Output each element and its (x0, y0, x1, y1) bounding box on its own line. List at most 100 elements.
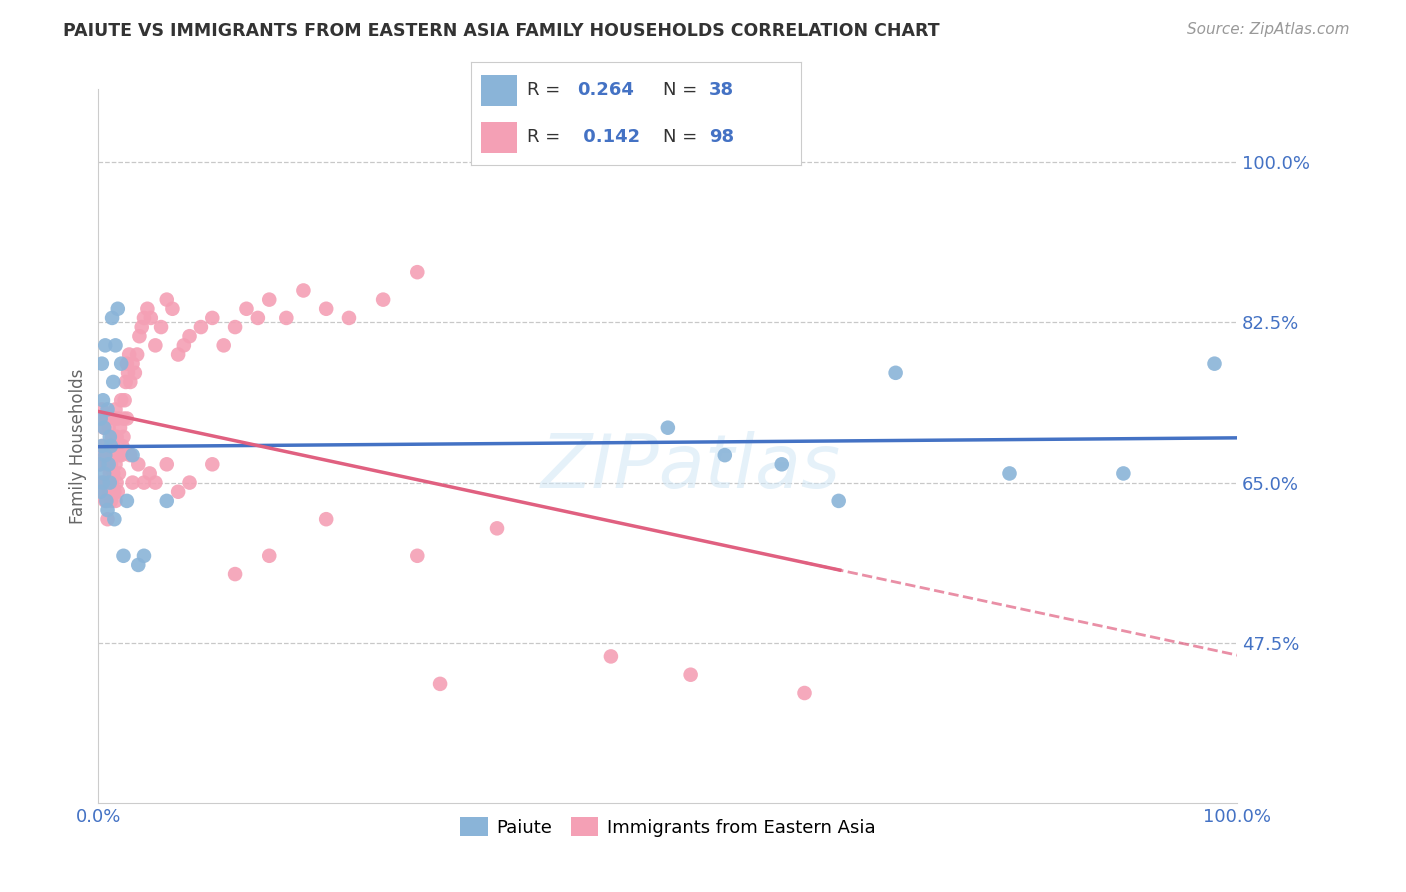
Point (100, 458, 122, 472)
Text: N =: N = (662, 128, 703, 146)
Point (94, 338, 117, 352)
Point (120, 448, 142, 462)
Point (89, 458, 111, 472)
Point (94, 494, 117, 508)
Point (156, 458, 179, 472)
Point (108, 448, 131, 462)
Text: N =: N = (662, 81, 703, 99)
Point (93, 420, 115, 434)
Point (714, 448, 737, 462)
Point (600, 649, 623, 664)
Point (91, 484, 114, 499)
Point (406, 265, 429, 279)
Point (110, 448, 132, 462)
Point (111, 439, 134, 453)
Point (124, 366, 146, 380)
Point (337, 310, 360, 325)
Point (127, 558, 149, 572)
Point (201, 310, 224, 325)
Point (138, 467, 160, 481)
Point (1204, 357, 1226, 371)
Point (96, 512, 118, 526)
Point (93, 475, 115, 490)
Point (101, 475, 124, 490)
Point (104, 458, 127, 472)
Point (100, 494, 122, 508)
Point (128, 329, 150, 343)
Point (98, 430, 121, 444)
Point (793, 686, 815, 700)
Text: Source: ZipAtlas.com: Source: ZipAtlas.com (1187, 22, 1350, 37)
Point (115, 494, 138, 508)
Point (118, 347, 141, 361)
Bar (481, 75, 517, 105)
Point (120, 375, 142, 389)
Point (90, 411, 112, 425)
Point (107, 484, 129, 499)
Point (201, 458, 224, 472)
Point (315, 301, 337, 316)
Point (107, 411, 129, 425)
Text: 38: 38 (709, 81, 734, 99)
Point (406, 549, 429, 563)
Point (162, 301, 184, 316)
Point (486, 521, 509, 535)
Point (292, 284, 315, 298)
Point (96, 458, 118, 472)
Point (103, 411, 125, 425)
Point (115, 411, 138, 425)
Text: PAIUTE VS IMMIGRANTS FROM EASTERN ASIA FAMILY HOUSEHOLDS CORRELATION CHART: PAIUTE VS IMMIGRANTS FROM EASTERN ASIA F… (63, 22, 939, 40)
Point (108, 467, 131, 481)
Point (96, 411, 118, 425)
Point (112, 430, 135, 444)
Point (97, 484, 120, 499)
Point (104, 338, 127, 352)
Point (150, 320, 173, 334)
Point (110, 393, 132, 408)
Point (657, 420, 679, 434)
Point (103, 512, 125, 526)
Point (179, 475, 201, 490)
Bar (481, 122, 517, 153)
Point (224, 320, 246, 334)
Point (91, 439, 114, 453)
Point (371, 293, 394, 307)
Point (101, 430, 124, 444)
Point (91, 475, 114, 490)
Point (93, 467, 115, 481)
Point (98, 475, 121, 490)
Point (224, 567, 246, 582)
Point (173, 338, 195, 352)
Point (127, 347, 149, 361)
Point (131, 320, 153, 334)
Point (167, 484, 190, 499)
Point (212, 338, 235, 352)
Point (139, 310, 162, 325)
Point (89, 475, 111, 490)
Point (884, 366, 907, 380)
Point (94, 448, 117, 462)
Text: 0.264: 0.264 (576, 81, 634, 99)
Point (98, 475, 121, 490)
Point (101, 310, 124, 325)
Point (97, 458, 120, 472)
Point (145, 338, 167, 352)
Point (156, 293, 179, 307)
Point (103, 484, 125, 499)
Point (429, 677, 451, 691)
Point (100, 439, 122, 453)
Point (107, 301, 129, 316)
Point (121, 475, 143, 490)
Point (105, 475, 128, 490)
Point (103, 467, 125, 481)
Point (998, 467, 1021, 481)
Point (93, 420, 115, 434)
Point (96, 503, 118, 517)
Point (132, 549, 155, 563)
Point (259, 549, 281, 563)
Point (315, 512, 337, 526)
Point (127, 458, 149, 472)
Point (104, 494, 127, 508)
Point (179, 329, 201, 343)
Point (108, 420, 131, 434)
